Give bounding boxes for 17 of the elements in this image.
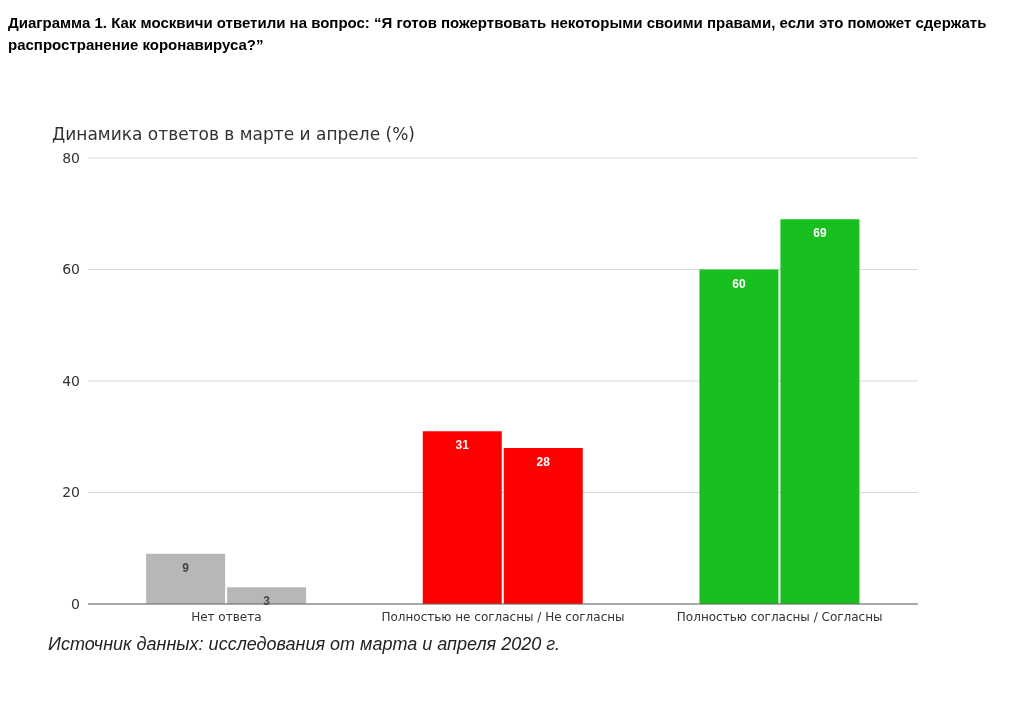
x-tick-label: Полностью согласны / Согласны — [676, 609, 883, 624]
y-tick-label: 80 — [62, 149, 80, 166]
data-label: 60 — [732, 276, 746, 291]
y-tick-label: 60 — [62, 261, 80, 278]
data-label: 3 — [263, 594, 271, 609]
text: Источник данных: исследования от марта и апреля 2020 г. — [48, 634, 562, 655]
chart-subtitle: Динамика ответов в марте и апреле (%) — [52, 124, 416, 144]
y-tick-label: 0 — [71, 595, 80, 612]
y-tick-label: 20 — [62, 484, 80, 501]
chart-title: Диаграмма 1. Как москвичи ответили на вопрос: “Я готов пожертвовать некоторыми своими правами, если это поможет сдержать распространение коронавируса?” — [8, 13, 988, 55]
x-tick-label: Нет ответа — [191, 609, 262, 624]
data-label: 28 — [536, 454, 551, 469]
data-label: 69 — [813, 226, 827, 241]
x-tick-label: Полностью не согласны / Не согласны — [381, 609, 625, 624]
data-label: 9 — [182, 560, 190, 575]
data-label: 31 — [455, 438, 470, 453]
y-tick-label: 40 — [62, 372, 80, 389]
